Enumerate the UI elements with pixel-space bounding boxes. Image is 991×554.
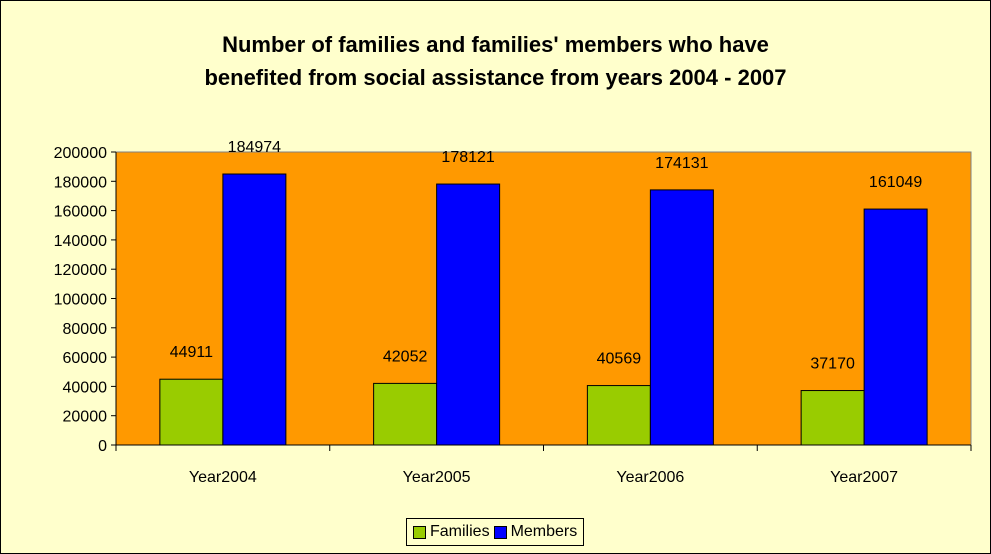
- y-tick-label: 40000: [63, 379, 108, 396]
- data-label-families: 44911: [170, 344, 213, 361]
- bar-families: [373, 382, 438, 446]
- y-tick-label: 200000: [54, 145, 107, 162]
- y-tick-label: 80000: [63, 321, 108, 338]
- legend-swatch-families: [413, 525, 426, 539]
- legend-label-members: Members: [510, 523, 578, 540]
- y-tick-label: 100000: [54, 292, 107, 309]
- y-tick-label: 0: [98, 438, 107, 455]
- y-tick-label: 160000: [54, 204, 107, 221]
- data-label-members: 174131: [655, 155, 708, 172]
- data-label-families: 42052: [383, 348, 428, 365]
- y-tick-label: 120000: [54, 262, 107, 279]
- x-tick-label: Year2007: [830, 469, 898, 486]
- x-tick-label: Year2004: [189, 469, 257, 486]
- y-tick-label: 140000: [54, 233, 107, 250]
- data-label-members: 178121: [441, 149, 494, 166]
- bar-members: [222, 173, 287, 446]
- bar-families: [159, 378, 224, 446]
- x-tick-label: Year2006: [616, 469, 684, 486]
- bar-members: [863, 208, 928, 446]
- y-tick-label: 20000: [63, 409, 108, 426]
- x-tick-label: Year2005: [403, 469, 471, 486]
- data-label-members: 161049: [869, 174, 922, 191]
- y-tick-label: 60000: [63, 350, 108, 367]
- legend-item-families: Families: [413, 523, 490, 541]
- chart-title-line-1: Number of families and families' members…: [222, 32, 769, 57]
- bar-families: [586, 385, 651, 446]
- y-tick-label: 180000: [54, 174, 107, 191]
- data-label-members: 184974: [228, 139, 281, 156]
- legend: Families Members: [406, 518, 585, 546]
- data-label-families: 37170: [810, 356, 855, 373]
- chart-title-line-2: benefited from social assistance from ye…: [204, 65, 787, 90]
- bar-families: [800, 390, 865, 446]
- legend-label-families: Families: [430, 523, 490, 540]
- data-label-families: 40569: [597, 351, 642, 368]
- legend-item-members: Members: [493, 523, 578, 541]
- chart-title: Number of families and families' members…: [0, 28, 991, 94]
- legend-swatch-members: [493, 525, 507, 539]
- bar-members: [649, 189, 714, 446]
- bar-members: [436, 183, 501, 446]
